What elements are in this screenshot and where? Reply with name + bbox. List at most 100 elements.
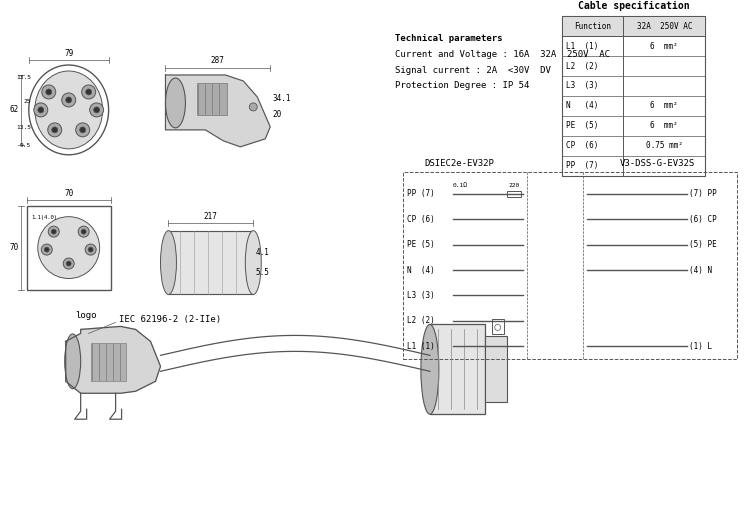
Text: CP  (6): CP (6) — [566, 142, 598, 150]
Text: 62: 62 — [10, 105, 19, 115]
Circle shape — [51, 229, 56, 234]
Text: 13.5: 13.5 — [16, 75, 31, 80]
Text: Cable specification: Cable specification — [578, 1, 689, 11]
Polygon shape — [166, 75, 270, 147]
Text: logo: logo — [76, 311, 98, 320]
Text: Signal current : 2A  <30V  DV: Signal current : 2A <30V DV — [395, 66, 550, 74]
Bar — [27, 206, 110, 290]
Text: N   (4): N (4) — [566, 101, 598, 110]
Circle shape — [48, 226, 59, 237]
Text: 32A  250V AC: 32A 250V AC — [637, 21, 692, 31]
Text: 4.1: 4.1 — [255, 248, 269, 257]
Ellipse shape — [34, 71, 103, 149]
Circle shape — [62, 93, 76, 107]
Bar — [169, 231, 254, 295]
Circle shape — [41, 244, 53, 255]
Ellipse shape — [421, 324, 439, 414]
Circle shape — [82, 85, 96, 99]
Circle shape — [66, 261, 71, 266]
Text: 1.1(4.0): 1.1(4.0) — [31, 215, 57, 220]
Ellipse shape — [160, 231, 176, 295]
Text: PE (5): PE (5) — [407, 240, 435, 249]
Polygon shape — [197, 83, 227, 115]
Circle shape — [495, 324, 501, 330]
Circle shape — [94, 107, 100, 113]
Text: Function: Function — [574, 21, 611, 31]
Text: L1 (1): L1 (1) — [407, 342, 435, 351]
Circle shape — [63, 258, 74, 269]
Bar — [562, 16, 705, 36]
Polygon shape — [430, 324, 484, 414]
Text: 6  mm²: 6 mm² — [650, 121, 678, 130]
Bar — [484, 336, 507, 402]
Text: IEC 62196-2 (2-IIe): IEC 62196-2 (2-IIe) — [118, 315, 220, 324]
Circle shape — [46, 89, 52, 95]
Circle shape — [80, 127, 86, 133]
Circle shape — [34, 103, 48, 117]
Text: (6) CP: (6) CP — [689, 215, 717, 223]
Text: L3 (3): L3 (3) — [407, 291, 435, 300]
Text: 13.5: 13.5 — [16, 125, 31, 130]
Text: CP (6): CP (6) — [407, 215, 435, 223]
Bar — [507, 191, 520, 196]
Text: Protection Degree : IP 54: Protection Degree : IP 54 — [395, 81, 530, 91]
Text: PP (7): PP (7) — [407, 189, 435, 198]
Polygon shape — [169, 231, 254, 295]
Text: 6  mm²: 6 mm² — [650, 101, 678, 110]
Text: 34.1: 34.1 — [272, 95, 291, 103]
Circle shape — [42, 85, 56, 99]
Text: L2 (2): L2 (2) — [407, 317, 435, 325]
Ellipse shape — [245, 231, 261, 295]
Polygon shape — [66, 326, 160, 393]
Text: 0.75 mm²: 0.75 mm² — [646, 142, 682, 150]
Text: V3-DSS-G-EV32S: V3-DSS-G-EV32S — [620, 159, 695, 168]
Text: 9.5: 9.5 — [20, 144, 31, 148]
Text: 5.5: 5.5 — [255, 268, 269, 277]
Circle shape — [48, 123, 62, 137]
Circle shape — [44, 247, 50, 252]
Text: L3  (3): L3 (3) — [566, 81, 598, 91]
Text: (7) PP: (7) PP — [689, 189, 717, 198]
Circle shape — [86, 89, 92, 95]
Bar — [562, 16, 705, 176]
Text: Technical parameters: Technical parameters — [395, 34, 502, 43]
Bar — [403, 172, 737, 359]
Polygon shape — [91, 344, 125, 381]
Text: 217: 217 — [203, 212, 217, 221]
Text: 0.1Ω: 0.1Ω — [453, 183, 468, 188]
Text: L1  (1): L1 (1) — [566, 42, 598, 50]
Circle shape — [81, 229, 86, 234]
Text: (4) N: (4) N — [689, 266, 712, 274]
Text: 6  mm²: 6 mm² — [650, 42, 678, 50]
Text: PP  (7): PP (7) — [566, 161, 598, 171]
Circle shape — [66, 97, 72, 103]
Ellipse shape — [38, 217, 100, 278]
Text: L2  (2): L2 (2) — [566, 62, 598, 71]
Text: 25: 25 — [23, 99, 31, 104]
Ellipse shape — [64, 334, 81, 389]
Text: 70: 70 — [64, 189, 74, 197]
Text: Current and Voltage : 16A  32A  250V  AC: Current and Voltage : 16A 32A 250V AC — [395, 49, 610, 59]
Circle shape — [52, 127, 58, 133]
Circle shape — [249, 103, 257, 111]
Bar — [492, 320, 504, 334]
Circle shape — [86, 244, 96, 255]
Text: 20: 20 — [272, 110, 281, 120]
Text: DSIEC2e-EV32P: DSIEC2e-EV32P — [424, 159, 495, 168]
Text: PE  (5): PE (5) — [566, 121, 598, 130]
Text: 70: 70 — [10, 243, 19, 252]
Text: N  (4): N (4) — [407, 266, 435, 274]
Circle shape — [90, 103, 104, 117]
Text: 220: 220 — [509, 183, 520, 188]
Text: 287: 287 — [211, 56, 224, 65]
Text: 79: 79 — [64, 49, 74, 58]
Text: (1) L: (1) L — [689, 342, 712, 351]
Ellipse shape — [166, 78, 185, 128]
Ellipse shape — [28, 65, 109, 155]
Text: (5) PE: (5) PE — [689, 240, 717, 249]
Circle shape — [76, 123, 90, 137]
Circle shape — [88, 247, 93, 252]
Bar — [430, 324, 484, 414]
Circle shape — [38, 107, 44, 113]
Circle shape — [78, 226, 89, 237]
